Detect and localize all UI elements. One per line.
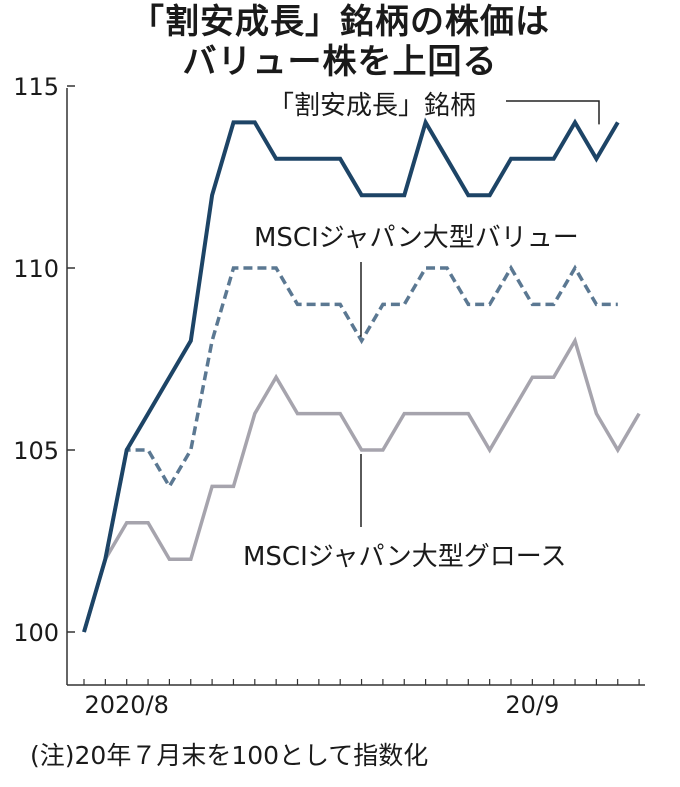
y-tick-label: 115 bbox=[13, 73, 59, 101]
label-warayasu: 「割安成長」銘柄 bbox=[268, 91, 476, 121]
label-value: MSCIジャパン大型バリュー bbox=[254, 223, 579, 253]
chart-title-line-1: 「割安成長」銘柄の株価は bbox=[130, 2, 550, 42]
y-tick-label: 110 bbox=[13, 255, 59, 283]
y-tick-label: 105 bbox=[13, 437, 59, 465]
footnote: (注)20年７月末を100として指数化 bbox=[30, 741, 429, 770]
series-line-warayasu bbox=[82, 117, 620, 633]
label-growth: MSCIジャパン大型グロース bbox=[243, 542, 566, 572]
series-line-growth bbox=[82, 336, 641, 633]
x-tick-label: 2020/8 bbox=[84, 691, 168, 719]
x-tick-label: 20/9 bbox=[505, 691, 559, 719]
series-labels: 「割安成長」銘柄 MSCIジャパン大型バリュー MSCIジャパン大型グロース bbox=[243, 91, 600, 572]
axis-ticks: 100 105 110 115 2020/8 20/9 bbox=[13, 73, 640, 719]
y-tick-label: 100 bbox=[13, 619, 59, 647]
chart-title-line-2: バリュー株を上回る bbox=[182, 42, 498, 82]
series-line-value bbox=[82, 264, 618, 633]
leader-warayasu bbox=[506, 100, 600, 125]
axes bbox=[66, 88, 645, 686]
series-layer bbox=[82, 117, 641, 633]
